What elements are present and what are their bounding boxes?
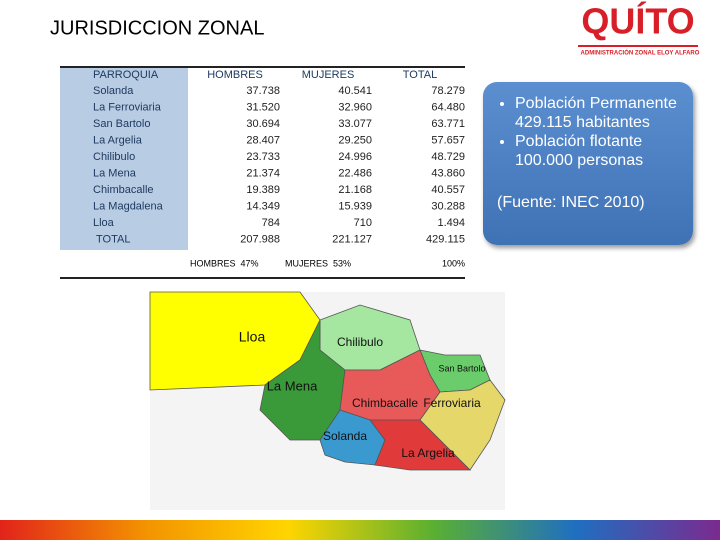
table-cell: 21.374	[246, 167, 280, 179]
table-cell: 40.557	[431, 184, 465, 196]
region-la-argelia	[369, 419, 471, 471]
table-cell: 31.520	[246, 101, 280, 113]
table-cell: 33.077	[338, 118, 372, 130]
map-label: Ferroviaria	[423, 396, 481, 410]
column-header: HOMBRES	[207, 69, 263, 81]
table-cell: La Argelia	[93, 134, 143, 146]
table-cell: 78.279	[431, 85, 465, 97]
map-label: Solanda	[323, 429, 367, 443]
slide-title: JURISDICCION ZONAL	[50, 17, 264, 39]
table-cell: 23.733	[246, 151, 280, 163]
table-cell: 28.407	[246, 134, 280, 146]
map-label: Chimbacalle	[352, 396, 418, 410]
table-cell: 30.288	[431, 200, 465, 212]
logo-subtitle: ADMINISTRACIÓN ZONAL ELOY ALFARO	[581, 49, 700, 57]
table-cell: 43.860	[431, 167, 465, 179]
map-label: San Bartolo	[438, 363, 485, 373]
map-labels: Lloa Chilibulo La Mena San Bartolo Chimbacal…	[239, 329, 486, 460]
map-label: Lloa	[239, 329, 266, 345]
table-cell: 57.657	[431, 134, 465, 146]
table-cell: 15.939	[338, 200, 372, 212]
table-first-col	[60, 67, 188, 250]
table-cell: 19.389	[246, 184, 280, 196]
table-footer: MUJERES 53%	[285, 258, 351, 268]
footer-stripe	[0, 520, 720, 540]
table-cell: 21.168	[338, 184, 372, 196]
table-cell: Chimbacalle	[93, 184, 154, 196]
table-cell: 1.494	[437, 217, 465, 229]
table-cell: 64.480	[431, 101, 465, 113]
table-cell: 29.250	[338, 134, 372, 146]
table-cell: 710	[354, 217, 372, 229]
callout: Población Permanente 429.115 habitantes …	[483, 82, 693, 245]
table-cell: Solanda	[93, 85, 134, 97]
table-cell: Chilibulo	[93, 151, 135, 163]
table-footer: HOMBRES 47%	[190, 258, 259, 268]
table-cell: Lloa	[93, 217, 115, 229]
table-cell: 429.115	[426, 233, 465, 245]
logo: QUÍTO	[581, 1, 694, 42]
table-cell: La Ferroviaria	[93, 101, 162, 113]
callout-bullet: Población Permanente 429.115 habitantes	[515, 94, 683, 132]
table-cell: 784	[262, 217, 280, 229]
table-cell: La Mena	[93, 167, 137, 179]
table-cell: 48.729	[431, 151, 465, 163]
table-cell: 40.541	[338, 85, 372, 97]
table-cell: 37.738	[246, 85, 280, 97]
map-label: Chilibulo	[337, 335, 383, 349]
table-cell: 221.127	[332, 233, 372, 245]
column-header: PARROQUIA	[93, 69, 159, 81]
table-cell: San Bartolo	[93, 118, 150, 130]
table-cell: 32.960	[338, 101, 372, 113]
table-cell: 30.694	[246, 118, 280, 130]
column-header: MUJERES	[302, 69, 355, 81]
table-cell: 24.996	[338, 151, 372, 163]
callout-source: (Fuente: INEC 2010)	[497, 194, 645, 211]
table-cell: 22.486	[338, 167, 372, 179]
map-label: La Argelia	[401, 446, 455, 460]
map-label: La Mena	[267, 378, 318, 393]
column-header: TOTAL	[403, 69, 437, 81]
table-cell: 207.988	[240, 233, 280, 245]
table-cell: 63.771	[431, 118, 465, 130]
table-cell: 14.349	[246, 200, 280, 212]
table-cell: La Magdalena	[93, 200, 164, 212]
callout-bullet: Población flotante 100.000 personas	[515, 132, 683, 170]
table: PARROQUIA HOMBRES MUJERES TOTAL Solanda 37.73…	[93, 69, 465, 268]
map: Lloa Chilibulo La Mena San Bartolo Chimbacal…	[149, 291, 506, 510]
table-footer: 100%	[442, 258, 465, 268]
table-cell: TOTAL	[96, 233, 130, 245]
callout-list: Población Permanente 429.115 habitantes …	[497, 94, 683, 170]
